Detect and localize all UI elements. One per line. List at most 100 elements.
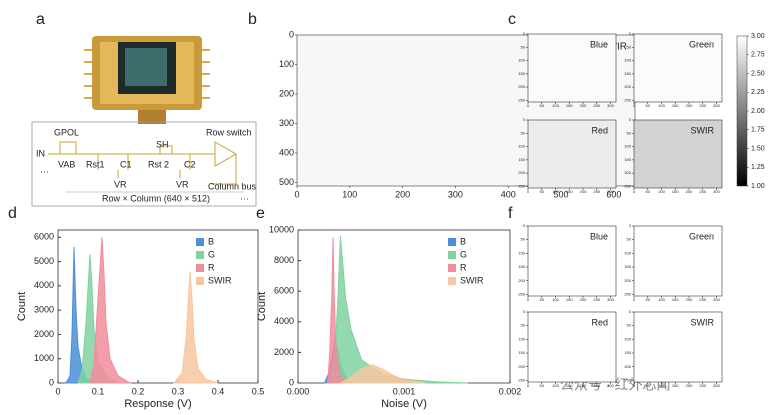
x-tick-label: 200: [686, 189, 693, 194]
histogram-area: [338, 364, 426, 384]
x-tick-label: 250: [699, 297, 706, 302]
x-tick-label: 250: [699, 383, 706, 388]
y-tick-label: 3000: [34, 305, 54, 315]
y-tick-label: 250: [518, 97, 525, 102]
y-tick-label: 50: [627, 237, 632, 242]
x-tick-label: 50: [646, 297, 651, 302]
y-tick-label: 50: [627, 44, 632, 49]
histogram-area: [329, 236, 468, 384]
y-tick-label: 0: [629, 31, 632, 36]
y-tick-label: 500: [279, 177, 294, 187]
y-tick-label: 150: [624, 264, 631, 269]
x-axis-title: Noise (V): [381, 398, 427, 410]
y-tick-label: 100: [279, 59, 294, 69]
y-tick-label: 6000: [34, 232, 54, 242]
image-title: Green: [689, 39, 714, 49]
y-tick-label: 50: [521, 237, 526, 242]
y-tick-label: 200: [518, 278, 525, 283]
x-tick-label: 0: [527, 189, 530, 194]
x-tick-label: 300: [448, 189, 463, 199]
image: [633, 33, 723, 103]
x-tick-label: 150: [566, 297, 573, 302]
x-tick-label: 150: [672, 383, 679, 388]
y-tick-label: 10000: [269, 224, 294, 234]
x-tick-label: 250: [593, 189, 600, 194]
x-tick-label: 0.001: [393, 386, 416, 396]
circuit: [31, 121, 257, 207]
x-tick-label: 200: [686, 297, 693, 302]
x-tick-label: 300: [607, 383, 614, 388]
y-tick-label: 250: [624, 183, 631, 188]
y-tick-label: 250: [518, 377, 525, 382]
image: [633, 311, 723, 383]
image: [527, 225, 617, 297]
y-tick-label: 0: [629, 223, 632, 228]
y-tick-label: 0: [49, 377, 54, 387]
x-tick-label: 0: [633, 103, 636, 108]
circuit-label: VR: [114, 179, 127, 189]
x-tick-label: 250: [699, 189, 706, 194]
x-tick-label: 100: [658, 383, 665, 388]
y-tick-label: 200: [624, 84, 631, 89]
image: [633, 119, 723, 189]
x-tick-label: 150: [566, 383, 573, 388]
x-tick-label: 100: [658, 189, 665, 194]
legend-label: B: [460, 236, 466, 246]
legend-label: G: [460, 249, 467, 259]
circuit-label: VAB: [58, 159, 75, 169]
image-title: Blue: [590, 231, 608, 241]
y-tick-label: 150: [518, 350, 525, 355]
x-tick-label: 600: [606, 189, 621, 199]
circuit-label: ···: [240, 193, 249, 203]
y-tick-label: 50: [627, 323, 632, 328]
x-tick-label: 50: [540, 383, 545, 388]
x-tick-label: 300: [713, 297, 720, 302]
image: [527, 33, 617, 103]
y-tick-label: 150: [518, 71, 525, 76]
y-tick-label: 100: [518, 144, 525, 149]
x-tick-label: 0.4: [212, 386, 225, 396]
x-tick-label: 200: [686, 103, 693, 108]
x-tick-label: 0: [633, 297, 636, 302]
y-tick-label: 4000: [274, 316, 294, 326]
y-tick-label: 8000: [274, 255, 294, 265]
y-tick-label: 150: [518, 157, 525, 162]
image-title: Red: [591, 125, 608, 135]
x-tick-label: 50: [646, 189, 651, 194]
colorbar-label: 2.75: [751, 52, 765, 59]
x-tick-label: 200: [395, 189, 410, 199]
plot-frame: [57, 229, 259, 384]
x-tick-label: 250: [593, 103, 600, 108]
y-tick-label: 200: [624, 364, 631, 369]
y-tick-label: 200: [518, 84, 525, 89]
x-tick-label: 150: [672, 297, 679, 302]
x-tick-label: 300: [607, 189, 614, 194]
y-tick-label: 100: [518, 58, 525, 63]
x-tick-label: 0: [55, 386, 60, 396]
circuit-label: Row switch: [206, 127, 252, 137]
y-tick-label: 200: [518, 364, 525, 369]
x-tick-label: 150: [672, 189, 679, 194]
y-tick-label: 50: [627, 130, 632, 135]
y-tick-label: 150: [624, 350, 631, 355]
x-tick-label: 200: [580, 383, 587, 388]
y-tick-label: 100: [624, 58, 631, 63]
colorbar-label: 1.00: [751, 183, 765, 190]
y-axis-title: Count: [16, 292, 28, 321]
x-tick-label: 150: [566, 103, 573, 108]
y-tick-label: 200: [518, 170, 525, 175]
legend-swatch: [196, 251, 204, 259]
y-tick-label: 100: [624, 250, 631, 255]
x-tick-label: 50: [646, 383, 651, 388]
image: [527, 119, 617, 189]
image-title: SWIR: [691, 125, 715, 135]
x-tick-label: 0.5: [252, 386, 265, 396]
y-tick-label: 250: [518, 183, 525, 188]
image-title: SWIR: [691, 317, 715, 327]
x-tick-label: 0: [294, 189, 299, 199]
panel-label: d: [8, 205, 17, 222]
x-tick-label: 500: [554, 189, 569, 199]
colorbar-label: 1.25: [751, 164, 765, 171]
y-tick-label: 200: [279, 88, 294, 98]
